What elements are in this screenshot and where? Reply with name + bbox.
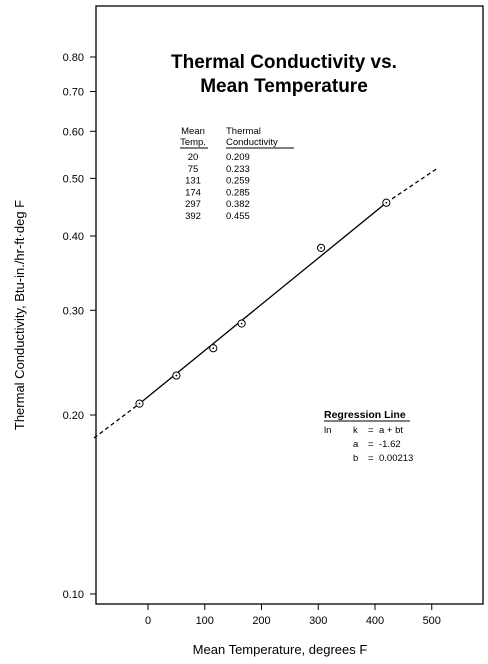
data-point-center [212,347,215,350]
table-cell-k: 0.233 [226,164,250,175]
x-tick-label: 400 [366,615,384,627]
chart-title-line-2: Mean Temperature [200,76,368,97]
table-cell-temp: 297 [185,199,201,210]
regression-term: k [353,425,358,436]
y-tick-label: 0.30 [63,305,84,317]
regression-term: 0.00213 [379,453,413,464]
x-tick-label: 500 [423,615,441,627]
x-tick-label: 100 [196,615,214,627]
y-axis-label: Thermal Conductivity, Btu-in./hr-ft·deg … [12,200,27,430]
x-tick-label: 300 [309,615,327,627]
regression-line [93,167,438,439]
x-axis-ticks: 0 100 200 300 400 500 [145,604,441,627]
table-cell-k: 0.382 [226,199,250,210]
regression-term: a + bt [379,425,403,436]
regression-term: = [368,439,374,450]
regression-box: Regression Line ln k = a + bt a = -1.62 b = 0.0021… [324,409,413,464]
regression-term: -1.62 [379,439,401,450]
y-tick-label: 0.80 [63,52,84,64]
data-point-center [240,322,243,325]
data-point-center [385,201,388,204]
regression-title: Regression Line [324,409,406,421]
table-header-k-1: Thermal [226,126,261,137]
table-cell-temp: 20 [188,152,199,163]
table-cell-k: 0.209 [226,152,250,163]
table-header-k-2: Conductivity [226,137,278,148]
table-cell-temp: 174 [185,187,201,198]
chart-title-line-1: Thermal Conductivity vs. [171,52,397,73]
fit-line [139,202,387,405]
data-point-center [175,374,178,377]
data-point-center [320,246,322,249]
y-tick-label: 0.60 [63,126,84,138]
data-point-center [138,402,141,405]
regression-term: ln [324,425,331,436]
table-cell-temp: 75 [188,164,199,175]
x-tick-label: 200 [252,615,270,627]
y-axis-ticks: 0.10 0.20 0.30 0.40 0.50 0.60 0.70 0.80 [63,52,96,601]
table-cell-k: 0.259 [226,176,250,187]
y-tick-label: 0.70 [63,86,84,98]
table-cell-temp: 131 [185,176,201,187]
table-cell-temp: 392 [185,211,201,222]
fit-line-extension-low [93,403,140,439]
table-header-temp-2: Temp. [180,137,206,148]
y-tick-label: 0.20 [63,410,84,422]
x-axis-label: Mean Temperature, degrees F [193,642,368,657]
plot-frame [95,5,484,605]
regression-term: a [353,439,359,450]
fit-line-extension-high [385,167,438,204]
y-tick-label: 0.10 [63,589,84,601]
y-tick-label: 0.40 [63,231,84,243]
data-points [135,198,391,408]
regression-term: b [353,453,358,464]
y-tick-label: 0.50 [63,173,84,185]
table-cell-k: 0.455 [226,211,250,222]
table-header-temp-1: Mean [181,126,205,137]
x-tick-label: 0 [145,615,151,627]
regression-term: = [368,453,374,464]
regression-term: = [368,425,374,436]
table-cell-k: 0.285 [226,187,250,198]
